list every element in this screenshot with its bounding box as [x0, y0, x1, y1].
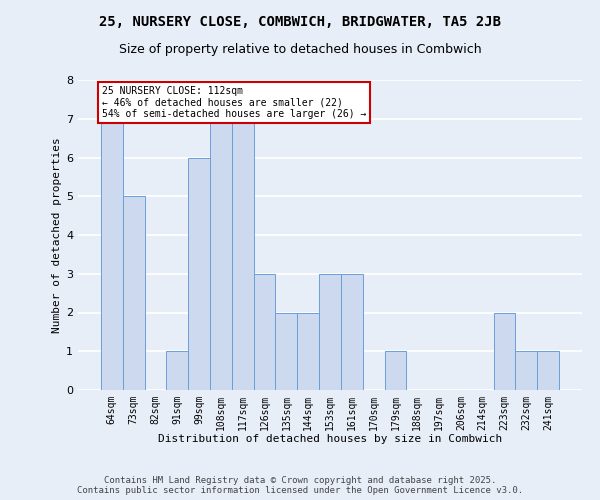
Bar — [210, 118, 232, 390]
Text: Contains HM Land Registry data © Crown copyright and database right 2025.
Contai: Contains HM Land Registry data © Crown c… — [77, 476, 523, 495]
Bar — [188, 158, 210, 390]
Bar — [385, 351, 406, 390]
Y-axis label: Number of detached properties: Number of detached properties — [52, 137, 62, 333]
Bar — [275, 312, 297, 390]
Text: 25, NURSERY CLOSE, COMBWICH, BRIDGWATER, TA5 2JB: 25, NURSERY CLOSE, COMBWICH, BRIDGWATER,… — [99, 15, 501, 29]
Bar — [254, 274, 275, 390]
Bar — [166, 351, 188, 390]
Bar — [515, 351, 537, 390]
Bar — [341, 274, 363, 390]
Bar — [537, 351, 559, 390]
Bar — [297, 312, 319, 390]
Bar — [232, 118, 254, 390]
Bar — [123, 196, 145, 390]
Bar — [319, 274, 341, 390]
X-axis label: Distribution of detached houses by size in Combwich: Distribution of detached houses by size … — [158, 434, 502, 444]
Bar — [494, 312, 515, 390]
Text: Size of property relative to detached houses in Combwich: Size of property relative to detached ho… — [119, 42, 481, 56]
Bar — [101, 118, 123, 390]
Text: 25 NURSERY CLOSE: 112sqm
← 46% of detached houses are smaller (22)
54% of semi-d: 25 NURSERY CLOSE: 112sqm ← 46% of detach… — [102, 86, 367, 119]
